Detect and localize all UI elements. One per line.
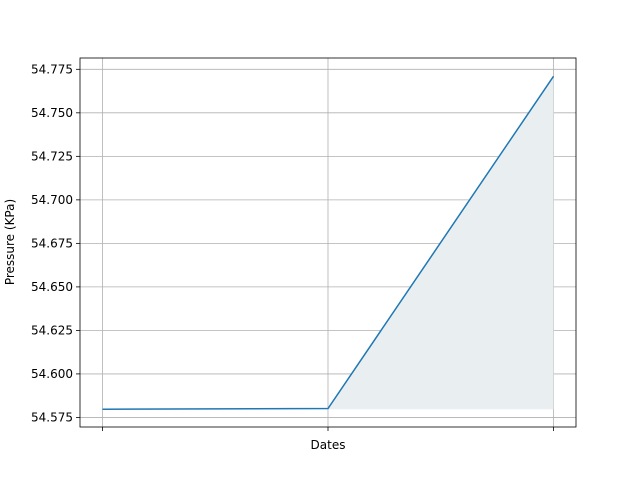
x-axis-label: Dates bbox=[311, 438, 346, 452]
y-tick-label: 54.600 bbox=[31, 367, 73, 381]
y-tick-label: 54.650 bbox=[31, 280, 73, 294]
y-axis-label: Pressure (KPa) bbox=[3, 199, 17, 285]
y-tick-label: 54.675 bbox=[31, 236, 73, 250]
y-tick-label: 54.625 bbox=[31, 323, 73, 337]
series-lines bbox=[102, 75, 555, 410]
y-tick-label: 54.575 bbox=[31, 410, 73, 424]
area-fill bbox=[102, 76, 554, 410]
y-tick-label: 54.700 bbox=[31, 193, 73, 207]
fill-area bbox=[102, 76, 554, 410]
y-tick-label: 54.775 bbox=[31, 62, 73, 76]
y-tick-label: 54.725 bbox=[31, 149, 73, 163]
y-tick-label: 54.750 bbox=[31, 106, 73, 120]
y-axis-ticks: 54.575 54.600 54.625 54.650 54.675 54.700 54.7… bbox=[31, 62, 80, 424]
x-axis-ticks bbox=[102, 427, 554, 431]
